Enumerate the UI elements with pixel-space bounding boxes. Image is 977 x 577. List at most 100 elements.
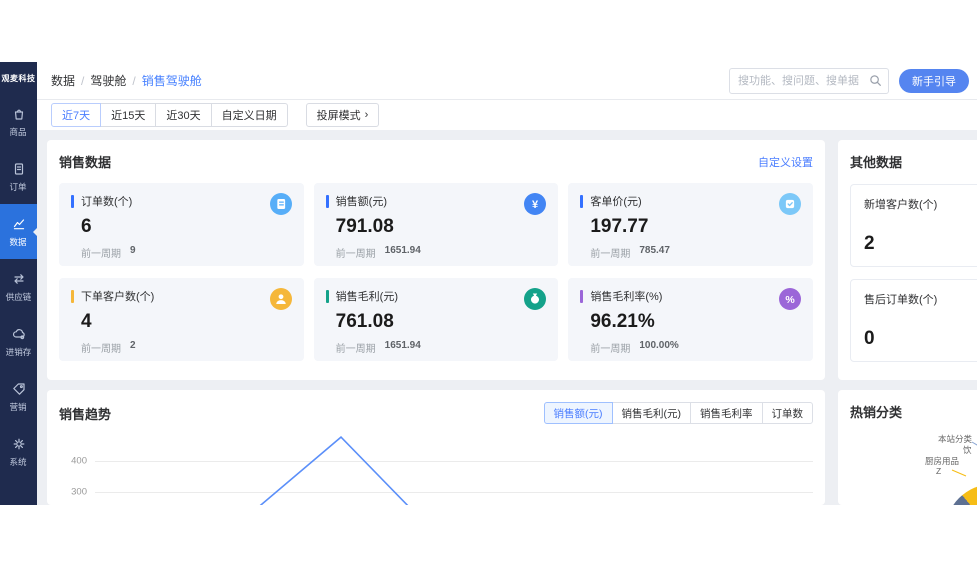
- metric-label: 客单价(元): [590, 196, 642, 208]
- search-input[interactable]: [729, 67, 889, 94]
- trend-line-chart: 400 300: [59, 430, 813, 505]
- range-custom-button[interactable]: 自定义日期: [210, 103, 288, 127]
- pie-label-kitchenware: 厨房用品: [925, 456, 960, 466]
- tab-sales-amount[interactable]: 销售额(元): [543, 402, 613, 424]
- y-tick-400: 400: [71, 455, 87, 467]
- date-filter-bar: 近7天 近15天 近30天 自定义日期 投屏模式 ›: [37, 100, 977, 130]
- breadcrumb-item[interactable]: 数据: [51, 74, 76, 88]
- chevron-right-icon: ›: [364, 109, 369, 121]
- svg-text:%: %: [785, 294, 795, 306]
- mini-card-value: 0: [864, 328, 875, 349]
- beginner-guide-button[interactable]: 新手引导: [899, 68, 969, 93]
- gridline-300: [95, 492, 813, 493]
- trend-metric-tabs: 销售额(元) 销售毛利(元) 销售毛利率 订单数: [543, 402, 813, 424]
- sidebar-item-label: 进销存: [5, 346, 32, 357]
- accent-bar: [580, 289, 584, 303]
- metric-card-gross-profit: 销售毛利(元) 761.08 前一周期 1651.94: [313, 278, 559, 361]
- metric-value: 6: [81, 216, 92, 237]
- sales-trend-panel: 销售趋势 销售额(元) 销售毛利(元) 销售毛利率 订单数 400 300: [47, 390, 825, 505]
- metric-card-sales-amount: 销售额(元) ¥ 791.08 前一周期 1651.94: [313, 183, 559, 266]
- percent-badge-icon: %: [779, 288, 801, 310]
- sidebar-item-label: 系统: [9, 456, 28, 467]
- breadcrumb-item[interactable]: 驾驶舱: [90, 74, 127, 88]
- mini-card-label: 新增客户数(个): [864, 199, 938, 211]
- category-pie-chart: [945, 484, 977, 505]
- sales-data-panel: 销售数据 自定义设置 订单数(个) 6 前一周期 9: [47, 140, 825, 380]
- tag-icon: [12, 382, 25, 395]
- topbar: 数据 / 驾驶舱 / 销售驾驶舱 新手引导: [37, 62, 977, 100]
- prev-period-value: 1651.94: [384, 340, 421, 351]
- custom-settings-link[interactable]: 自定义设置: [758, 156, 813, 169]
- accent-bar: [71, 194, 74, 208]
- metric-card-order-count: 订单数(个) 6 前一周期 9: [59, 183, 304, 266]
- accent-bar: [325, 194, 329, 208]
- pie-label-site-category: 本站分类: [938, 434, 973, 444]
- panel-title-other: 其他数据: [850, 155, 903, 170]
- breadcrumb: 数据 / 驾驶舱 / 销售驾驶舱: [51, 72, 202, 89]
- search-icon[interactable]: [869, 74, 882, 87]
- sidebar-item-label: 营销: [9, 401, 28, 412]
- metric-value: 96.21%: [590, 311, 655, 332]
- prev-period-label: 前一周期: [335, 249, 376, 260]
- range-30d-button[interactable]: 近30天: [155, 103, 212, 127]
- metric-label: 下单客户数(个): [81, 291, 155, 303]
- screen-cast-label: 投屏模式: [316, 110, 361, 122]
- sidebar: 观麦科技 商品 订单 数据 供应链 进销存 营销 系统: [0, 62, 37, 505]
- sidebar-item-label: 订单: [9, 181, 28, 192]
- metric-card-ordering-customers: 下单客户数(个) 4 前一周期 2: [59, 278, 304, 361]
- sidebar-item-orders[interactable]: 订单: [0, 149, 37, 204]
- search-box: [729, 67, 889, 94]
- pie-label-kitchenware-2: Z: [936, 466, 942, 476]
- order-badge-icon: [269, 193, 292, 215]
- breadcrumb-separator: /: [132, 73, 136, 88]
- sidebar-item-supply-chain[interactable]: 供应链: [0, 259, 37, 314]
- supply-arrows-icon: [13, 273, 24, 284]
- prev-period-label: 前一周期: [81, 249, 121, 260]
- sidebar-item-label: 商品: [9, 126, 28, 137]
- moneybag-badge-icon: [524, 288, 547, 310]
- prev-period-value: 100.00%: [639, 340, 679, 351]
- date-range-group: 近7天 近15天 近30天 自定义日期: [51, 103, 288, 127]
- range-15d-button[interactable]: 近15天: [100, 103, 157, 127]
- hot-categories-panel: 热销分类 本站分类 饮 厨房用品 Z: [838, 390, 977, 505]
- sidebar-item-goods[interactable]: 商品: [0, 94, 37, 149]
- sidebar-item-system[interactable]: 系统: [0, 424, 37, 479]
- prev-period-label: 前一周期: [590, 344, 631, 355]
- sidebar-item-label: 供应链: [5, 291, 32, 302]
- prev-period-label: 前一周期: [335, 344, 376, 355]
- range-7d-button[interactable]: 近7天: [51, 103, 102, 127]
- prev-period-value: 1651.94: [384, 245, 421, 256]
- pie-label-drinks: 饮: [963, 445, 972, 455]
- tab-order-count[interactable]: 订单数: [761, 402, 813, 424]
- panel-title-trend: 销售趋势: [59, 406, 112, 422]
- sidebar-item-data[interactable]: 数据: [0, 204, 37, 259]
- prev-period-label: 前一周期: [81, 344, 121, 355]
- prev-period-value: 2: [130, 340, 136, 351]
- accent-bar: [580, 194, 584, 208]
- panel-title-hot: 热销分类: [850, 405, 903, 420]
- sidebar-item-marketing[interactable]: 营销: [0, 369, 37, 424]
- prev-period-label: 前一周期: [590, 249, 631, 260]
- metric-label: 销售毛利率(%): [590, 291, 663, 303]
- line-chart-icon: [13, 218, 24, 229]
- metric-value: 4: [81, 311, 92, 332]
- tab-gross-profit[interactable]: 销售毛利(元): [611, 402, 691, 424]
- metric-label: 销售额(元): [335, 196, 387, 208]
- y-tick-300: 300: [71, 486, 87, 498]
- metric-value: 761.08: [335, 311, 394, 332]
- yen-badge-icon: ¥: [524, 193, 547, 215]
- metric-card-avg-order-value: 客单价(元) 197.77 前一周期 785.47: [568, 183, 813, 266]
- metric-value: 791.08: [335, 216, 394, 237]
- other-data-panel: 其他数据 新增客户数(个) 2 售后订单数(个) 0: [838, 140, 977, 380]
- app-window: 观麦科技 商品 订单 数据 供应链 进销存 营销 系统: [0, 62, 977, 505]
- trend-line-series: [259, 436, 409, 505]
- accent-bar: [325, 289, 329, 303]
- tab-gross-margin[interactable]: 销售毛利率: [690, 402, 763, 424]
- metric-card-gross-margin: 销售毛利率(%) % 96.21% 前一周期 100.00%: [568, 278, 813, 361]
- sidebar-item-inventory[interactable]: 进销存: [0, 314, 37, 369]
- screen-cast-button[interactable]: 投屏模式 ›: [305, 103, 380, 127]
- metric-value: 197.77: [590, 216, 649, 237]
- inventory-cloud-icon: [12, 328, 25, 339]
- pie-leader-lines: [951, 441, 977, 477]
- check-badge-icon: [779, 193, 801, 215]
